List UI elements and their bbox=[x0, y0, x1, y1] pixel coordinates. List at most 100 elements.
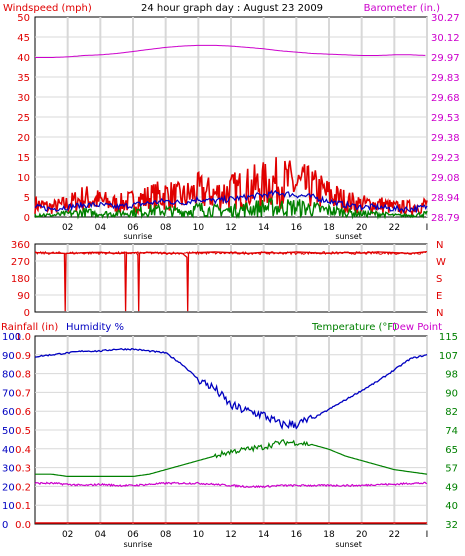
temp-panel-x-tick: 08 bbox=[160, 530, 172, 540]
temp-panel-x-tick: 22 bbox=[389, 530, 400, 540]
wind-panel-x-tick: 08 bbox=[160, 223, 172, 233]
humidity-y-tick: 0 bbox=[2, 520, 8, 531]
wind-panel-x-tick: 20 bbox=[356, 223, 368, 233]
humidity-line bbox=[34, 347, 428, 431]
temp-panel-x-tick: 06 bbox=[127, 530, 139, 540]
rain-y-tick: 0.8 bbox=[15, 370, 31, 381]
temp-panel-x-tick: I bbox=[426, 530, 429, 540]
temperature-y-tick: 82 bbox=[445, 407, 458, 418]
humidity-y-tick: 70 bbox=[2, 388, 15, 399]
temperature-y-tick: 65 bbox=[445, 445, 458, 456]
temp-panel-sunset-label: sunset bbox=[335, 540, 362, 549]
humidity-label: Humidity % bbox=[66, 322, 124, 333]
humidity-y-tick: 10 bbox=[2, 501, 15, 512]
wind-panel-x-tick: 06 bbox=[127, 223, 139, 233]
temp-panel-x-tick: 12 bbox=[225, 530, 236, 540]
wind-y-tick: 20 bbox=[17, 133, 30, 144]
wind-y-tick: 30 bbox=[17, 93, 30, 104]
direction-y-tick: 0 bbox=[24, 308, 30, 319]
wind-panel-x-tick: 14 bbox=[258, 223, 270, 233]
dewpoint-line bbox=[34, 481, 428, 489]
humidity-y-tick: 100 bbox=[2, 332, 21, 343]
wind-y-tick: 0 bbox=[24, 213, 30, 224]
wind-y-tick: 25 bbox=[17, 113, 30, 124]
wind-panel-sunrise-label: sunrise bbox=[123, 232, 152, 241]
rainfall-label: Rainfall (in) bbox=[1, 322, 58, 333]
compass-label: E bbox=[436, 291, 442, 302]
wind-panel-x-tick: 04 bbox=[95, 223, 107, 233]
rain-y-tick: 0.5 bbox=[15, 426, 31, 437]
wind-panel-x-tick: I bbox=[426, 223, 429, 233]
wind-panel-sunset-label: sunset bbox=[335, 232, 362, 241]
barometer-line bbox=[35, 44, 426, 58]
temperature-y-tick: 49 bbox=[445, 482, 458, 493]
rain-y-tick: 0.4 bbox=[15, 445, 31, 456]
temp-panel-x-tick: 16 bbox=[291, 530, 303, 540]
wind-panel-x-tick: 12 bbox=[225, 223, 236, 233]
direction-y-tick: 90 bbox=[17, 291, 30, 302]
compass-label: S bbox=[436, 274, 442, 285]
barometer-y-tick: 28.79 bbox=[431, 213, 460, 224]
temp-panel-x-tick: 14 bbox=[258, 530, 270, 540]
dewpoint-label: Dew Point bbox=[392, 322, 442, 333]
rain-y-tick: 0.6 bbox=[15, 407, 31, 418]
humidity-y-tick: 60 bbox=[2, 407, 15, 418]
wind-y-tick: 10 bbox=[17, 173, 30, 184]
wind-panel-x-tick: 10 bbox=[193, 223, 205, 233]
barometer-y-tick: 29.68 bbox=[431, 93, 460, 104]
rain-y-tick: 0.7 bbox=[15, 388, 31, 399]
direction-y-tick: 360 bbox=[11, 240, 30, 251]
wind-direction-noise bbox=[34, 250, 427, 256]
wind-y-tick: 45 bbox=[17, 33, 30, 44]
rain-y-tick: 0.3 bbox=[15, 464, 31, 475]
wind-y-tick: 5 bbox=[24, 193, 30, 204]
barometer-y-tick: 29.97 bbox=[431, 53, 460, 64]
wind-y-tick: 35 bbox=[17, 73, 30, 84]
temperature-label: Temperature (°F) bbox=[311, 322, 397, 333]
wind-panel-x-tick: 18 bbox=[323, 223, 335, 233]
wind-low-line bbox=[34, 197, 428, 220]
temperature-y-tick: 40 bbox=[445, 501, 458, 512]
wind-y-tick: 40 bbox=[17, 53, 30, 64]
barometer-y-tick: 29.53 bbox=[431, 113, 460, 124]
temperature-y-tick: 32 bbox=[445, 520, 458, 531]
compass-label: N bbox=[436, 308, 443, 319]
temp-panel-x-tick: 02 bbox=[62, 530, 73, 540]
wind-panel-x-tick: 16 bbox=[291, 223, 303, 233]
barometer-y-tick: 29.08 bbox=[431, 173, 460, 184]
temperature-y-tick: 74 bbox=[445, 426, 458, 437]
wind-panel-x-tick: 22 bbox=[389, 223, 400, 233]
temp-panel-sunrise-label: sunrise bbox=[123, 540, 152, 549]
temperature-y-tick: 90 bbox=[445, 388, 458, 399]
temp-panel-x-tick: 04 bbox=[95, 530, 107, 540]
direction-y-tick: 180 bbox=[11, 274, 30, 285]
barometer-label: Barometer (in.) bbox=[364, 3, 440, 14]
humidity-y-tick: 50 bbox=[2, 426, 15, 437]
temp-panel-x-tick: 10 bbox=[193, 530, 205, 540]
windspeed-label: Windspeed (mph) bbox=[3, 3, 92, 14]
humidity-y-tick: 90 bbox=[2, 351, 15, 362]
compass-label: N bbox=[436, 240, 443, 251]
humidity-y-tick: 40 bbox=[2, 445, 15, 456]
wind-average-line bbox=[34, 189, 428, 214]
graph-title: 24 hour graph day : August 23 2009 bbox=[141, 3, 323, 14]
rain-y-tick: 0.9 bbox=[15, 351, 31, 362]
barometer-y-tick: 29.83 bbox=[431, 73, 460, 84]
temp-panel-x-tick: 18 bbox=[323, 530, 335, 540]
wind-panel-x-tick: 02 bbox=[62, 223, 73, 233]
temperature-y-tick: 107 bbox=[439, 351, 458, 362]
humidity-y-tick: 20 bbox=[2, 482, 15, 493]
temperature-y-tick: 98 bbox=[445, 370, 458, 381]
rain-y-tick: 0.1 bbox=[15, 501, 31, 512]
rain-y-tick: 0.2 bbox=[15, 482, 31, 493]
direction-y-tick: 270 bbox=[11, 257, 30, 268]
barometer-y-tick: 29.38 bbox=[431, 133, 460, 144]
temp-panel-x-tick: 20 bbox=[356, 530, 368, 540]
temperature-line bbox=[35, 439, 428, 477]
rain-y-tick: 1.0 bbox=[15, 332, 31, 343]
barometer-y-tick: 30.12 bbox=[431, 33, 460, 44]
barometer-y-tick: 30.27 bbox=[431, 13, 460, 24]
temperature-y-tick: 115 bbox=[439, 332, 458, 343]
